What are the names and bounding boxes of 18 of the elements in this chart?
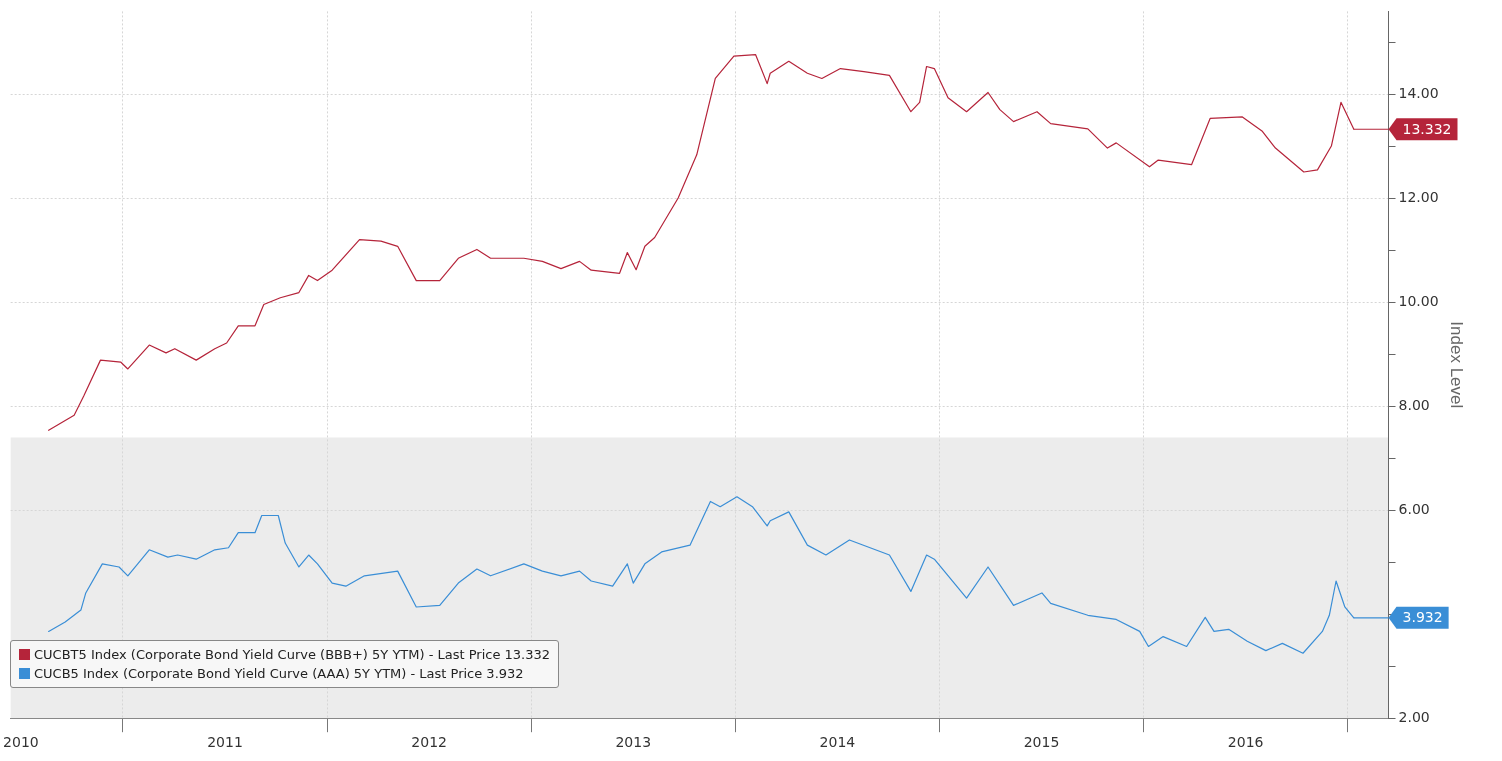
legend-label: CUCB5 Index (Corporate Bond Yield Curve (AAA) 5Y YTM) - Last Price 3.932	[34, 666, 524, 681]
legend-label: CUCBT5 Index (Corporate Bond Yield Curve (BBB+) 5Y YTM) - Last Price 13.332	[34, 647, 551, 662]
x-tick-label: 2014	[819, 734, 856, 751]
x-tick-label: 2016	[1227, 734, 1264, 751]
y-tick-label: 10.00	[1398, 293, 1439, 310]
y-tick-label: 8.00	[1398, 397, 1430, 414]
text: 3.932	[1402, 609, 1443, 626]
y-tick-label: 12.00	[1398, 189, 1439, 206]
x-tick-label: 2013	[615, 734, 652, 751]
x-tick-label: 2012	[411, 734, 447, 751]
y-tick-label: 6.00	[1398, 500, 1430, 517]
x-tick-label: 2010	[3, 734, 39, 751]
y-tick-label: 14.00	[1398, 85, 1439, 102]
y-axis-title: Index Level	[1447, 321, 1467, 409]
y-tick-label: 2.00	[1398, 708, 1430, 725]
x-tick-label: 2015	[1023, 734, 1060, 751]
x-tick-label: 2011	[207, 734, 243, 751]
text: 13.332	[1402, 120, 1452, 137]
